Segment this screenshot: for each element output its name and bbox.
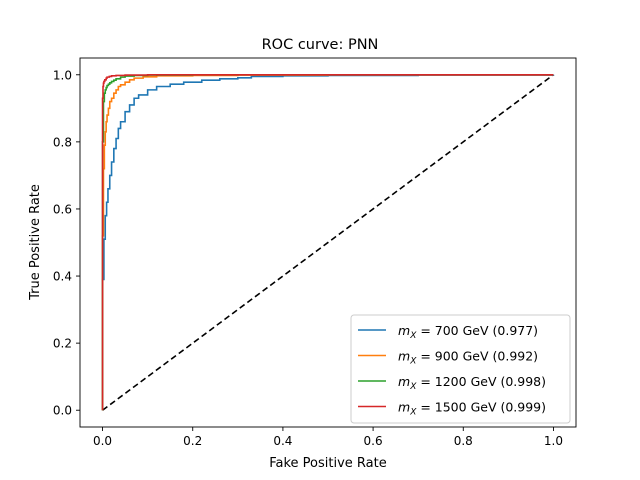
y-tick-label-4: 0.8 <box>53 135 72 149</box>
x-tick-label-1: 0.2 <box>183 434 202 448</box>
legend-mass-symbol: m <box>398 400 410 415</box>
x-tick-label-4: 0.8 <box>454 434 473 448</box>
x-tick-label-2: 0.4 <box>273 434 292 448</box>
x-axis-label: Fake Positive Rate <box>269 456 387 471</box>
legend-entry-3: mX = 1500 GeV (0.999) <box>398 400 546 418</box>
roc-series-line-3 <box>101 73 554 411</box>
x-tick-label-5: 1.0 <box>544 434 563 448</box>
legend-entry-1: mX = 900 GeV (0.992) <box>398 349 538 367</box>
x-tick-label-3: 0.6 <box>364 434 383 448</box>
x-tick-label-0: 0.0 <box>93 434 112 448</box>
plot-area <box>101 73 555 411</box>
legend-entry-0: mX = 700 GeV (0.977) <box>398 323 538 341</box>
axes-frame <box>79 57 577 428</box>
y-tick-label-0: 0.0 <box>53 404 72 418</box>
legend-entry-text: = 1500 GeV (0.999) <box>416 400 546 415</box>
y-tick-label-2: 0.4 <box>53 270 72 284</box>
legend-mass-subscript: X <box>409 357 417 367</box>
legend-entry-2: mX = 1200 GeV (0.998) <box>398 374 546 392</box>
y-tick-label-3: 0.6 <box>53 202 72 216</box>
legend-mass-symbol: m <box>398 349 410 364</box>
legend-mass-subscript: X <box>409 408 417 418</box>
legend-entry-text: = 900 GeV (0.992) <box>416 349 538 364</box>
legend-mass-symbol: m <box>398 323 410 338</box>
diagonal-reference-line <box>102 74 554 411</box>
legend-mass-subscript: X <box>409 382 417 392</box>
legend-box <box>350 314 571 424</box>
chart-title: ROC curve: PNN <box>262 37 379 53</box>
legend-mass-symbol: m <box>398 374 410 389</box>
y-tick-label-5: 1.0 <box>53 68 72 82</box>
roc-series-line-0 <box>101 74 555 411</box>
y-axis-label: True Positive Rate <box>28 184 43 301</box>
legend: mX = 700 GeV (0.977)mX = 900 GeV (0.992)… <box>350 314 571 424</box>
legend-entry-text: = 1200 GeV (0.998) <box>416 374 546 389</box>
y-tick-label-1: 0.2 <box>53 337 72 351</box>
legend-entry-text: = 700 GeV (0.977) <box>416 323 538 338</box>
legend-mass-subscript: X <box>409 331 417 341</box>
axes: 0.0 0.2 0.4 0.6 0.8 1.0 0.0 0.2 0.4 0.6 0.8 1.0 <box>53 57 577 448</box>
